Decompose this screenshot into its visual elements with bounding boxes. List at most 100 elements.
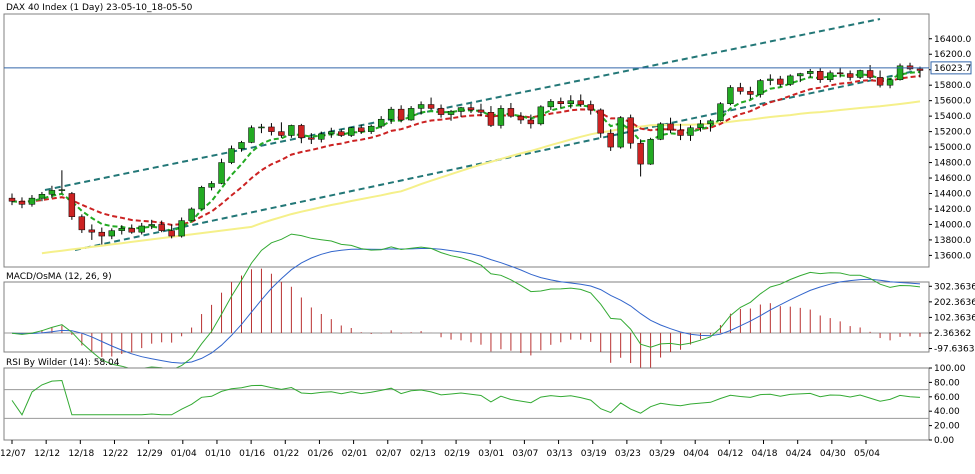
x-tick-label: 02/19 (444, 449, 470, 459)
candle-body (627, 117, 634, 144)
candle-body (807, 71, 814, 74)
candle-body (567, 100, 574, 104)
candle-body (68, 193, 76, 217)
x-tick-label: 04/18 (752, 449, 778, 459)
price-tick-label: 13600.0 (934, 251, 971, 261)
rsi-pane-title: RSI By Wilder (14): 58.04 (6, 358, 120, 368)
candle-body (427, 104, 435, 109)
candle-body (28, 197, 36, 205)
channel-lower (74, 70, 916, 251)
candle-body (497, 108, 505, 126)
candle-body (557, 101, 565, 104)
candle-body (188, 208, 195, 221)
price-tick-label: 13800.0 (934, 236, 971, 246)
channel-upper (44, 18, 881, 191)
rsi-pane[interactable]: RSI By Wilder (14): 58.04 100.00 80.00 60.… (3, 358, 966, 446)
candle-body (108, 230, 115, 237)
candle-body (477, 109, 485, 113)
macd-tick-label: 102.36362 (934, 313, 975, 323)
candle-body (777, 78, 784, 85)
candle-body (856, 70, 864, 78)
x-tick-label: 01/04 (171, 449, 197, 459)
rsi-tick-label: 20.00 (934, 422, 960, 432)
candle-body (507, 108, 515, 117)
candle-body (38, 194, 46, 199)
osma-histogram (21, 268, 921, 373)
candle-body (647, 139, 654, 165)
rsi-tick-label: 100.00 (934, 364, 966, 374)
candle-body (208, 183, 215, 188)
x-tick-label: 01/26 (307, 449, 333, 459)
candle-body (447, 111, 455, 115)
price-pane[interactable]: DAX 40 Index (1 Day) 23-05-10_18-05-50 1… (3, 3, 972, 268)
candle-body (168, 230, 175, 237)
candle-body (407, 108, 415, 121)
candle-body (58, 189, 66, 191)
candle-body (128, 228, 135, 233)
x-tick-label: 12/22 (102, 449, 128, 459)
candle-body (218, 162, 225, 184)
candle-body (607, 132, 614, 148)
x-tick-label: 02/01 (342, 449, 368, 459)
candle-body (178, 220, 185, 237)
candle-body (258, 126, 265, 129)
candle-body (48, 190, 56, 195)
candle-body (417, 104, 425, 109)
rsi-tick-label: 80.00 (934, 378, 960, 388)
candle-body (517, 115, 525, 121)
candle-body (727, 87, 734, 104)
candle-body (657, 123, 664, 140)
candle-body (597, 109, 604, 134)
candle-body (467, 107, 475, 111)
macd-pane-frame (3, 281, 930, 353)
candle-body (457, 107, 465, 112)
candle-body (387, 108, 395, 120)
candle-body (527, 119, 535, 125)
candle-body (118, 228, 125, 231)
x-tick-label: 12/18 (68, 449, 94, 459)
macd-signal-line (11, 248, 921, 364)
candle-body (487, 112, 495, 126)
price-tick-label: 14200.0 (934, 205, 971, 215)
price-tick-label: 15200.0 (934, 128, 971, 138)
x-tick-label: 03/01 (478, 449, 504, 459)
x-tick-label: 04/04 (683, 449, 709, 459)
price-label-box (930, 61, 972, 75)
sma-slow-line (41, 100, 921, 255)
candle-body (278, 131, 285, 136)
macd-tick-label: -97.63638 (934, 345, 975, 355)
x-tick-label: 12/12 (34, 449, 60, 459)
x-tick-label: 03/29 (649, 449, 675, 459)
candle-body (8, 197, 16, 202)
price-tick-label: 16400.0 (934, 35, 971, 45)
macd-y-axis: 302.36362 202.36362 102.36362 2.36362 -97.63… (4, 282, 975, 355)
candle-body (148, 224, 155, 227)
candle-body (158, 224, 165, 231)
macd-pane[interactable]: MACD/OsMA (12, 26, 9) 302.36362 202.36362… (3, 233, 975, 373)
candle-body (537, 106, 545, 125)
macd-tick-label: 302.36362 (934, 282, 975, 292)
x-tick-label: 12/07 (0, 449, 26, 459)
candle-body (228, 148, 235, 163)
price-tick-label: 14600.0 (934, 174, 971, 184)
candle-body (248, 127, 255, 143)
candle-body (757, 80, 764, 95)
candle-body (767, 78, 774, 81)
candle-body (547, 101, 555, 108)
candle-body (338, 131, 345, 136)
macd-pane-title: MACD/OsMA (12, 26, 9) (6, 272, 112, 282)
price-tick-label: 15600.0 (934, 97, 971, 107)
price-pane-title: DAX 40 Index (1 Day) 23-05-10_18-05-50 (6, 3, 193, 13)
rsi-tick-label: 0.00 (934, 436, 954, 446)
candle-body (397, 108, 405, 121)
candle-body (797, 73, 804, 77)
price-tick-label: 15800.0 (934, 81, 971, 91)
candle-body (717, 103, 724, 122)
rsi-y-axis: 100.00 80.00 60.00 40.00 20.00 0.00 (4, 364, 966, 446)
price-tick-label: 15000.0 (934, 143, 971, 153)
candle-body (886, 79, 894, 86)
x-tick-label: 03/13 (547, 449, 573, 459)
ema-mid-line (11, 75, 921, 226)
candle-body (78, 216, 86, 231)
